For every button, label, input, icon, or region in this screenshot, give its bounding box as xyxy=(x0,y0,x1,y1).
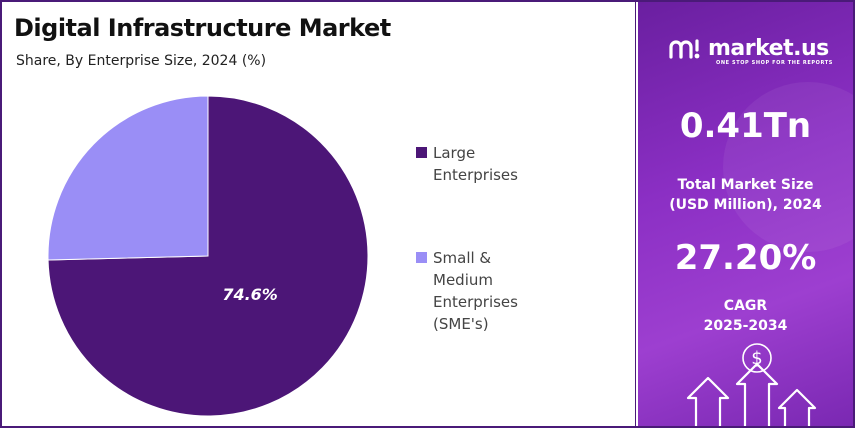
cagr-label: CAGR 2025-2034 xyxy=(703,298,788,334)
summary-panel: market.us ONE STOP SHOP FOR THE REPORTS … xyxy=(638,2,853,426)
background-decoration xyxy=(723,82,853,252)
legend-swatch xyxy=(416,147,427,158)
legend-item-large-enterprises: Large Enterprises xyxy=(416,142,518,186)
pie-data-label: 74.6% xyxy=(222,285,278,304)
market-size-value: 0.41Tn xyxy=(679,106,812,146)
legend-label: Large Enterprises xyxy=(433,144,518,184)
arrow-up-icon xyxy=(686,376,730,426)
cagr-value: 27.20% xyxy=(674,238,817,278)
growth-arrows-decoration: $ xyxy=(686,343,817,426)
market-us-logo-icon xyxy=(669,38,700,59)
arrow-up-icon xyxy=(777,388,817,426)
brand-tagline: ONE STOP SHOP FOR THE REPORTS xyxy=(716,60,833,66)
pie-chart: 74.6% xyxy=(47,95,369,417)
dollar-icon: $ xyxy=(751,348,762,369)
brand-name: market.us xyxy=(708,36,829,61)
brand-logo: market.us xyxy=(668,36,829,61)
chart-panel: Digital Infrastructure Market Share, By … xyxy=(2,2,636,426)
arrow-up-icon xyxy=(735,362,779,426)
legend-label: Small & Medium Enterprises (SME's) xyxy=(433,249,518,333)
pie-slice-sme xyxy=(47,95,209,261)
legend-swatch xyxy=(416,252,427,263)
coin-icon xyxy=(742,343,772,373)
legend-item-sme: Small & Medium Enterprises (SME's) xyxy=(416,247,518,335)
market-size-label: Total Market Size (USD Million), 2024 xyxy=(669,177,822,213)
chart-title: Digital Infrastructure Market xyxy=(14,14,391,42)
chart-subtitle: Share, By Enterprise Size, 2024 (%) xyxy=(16,53,267,69)
